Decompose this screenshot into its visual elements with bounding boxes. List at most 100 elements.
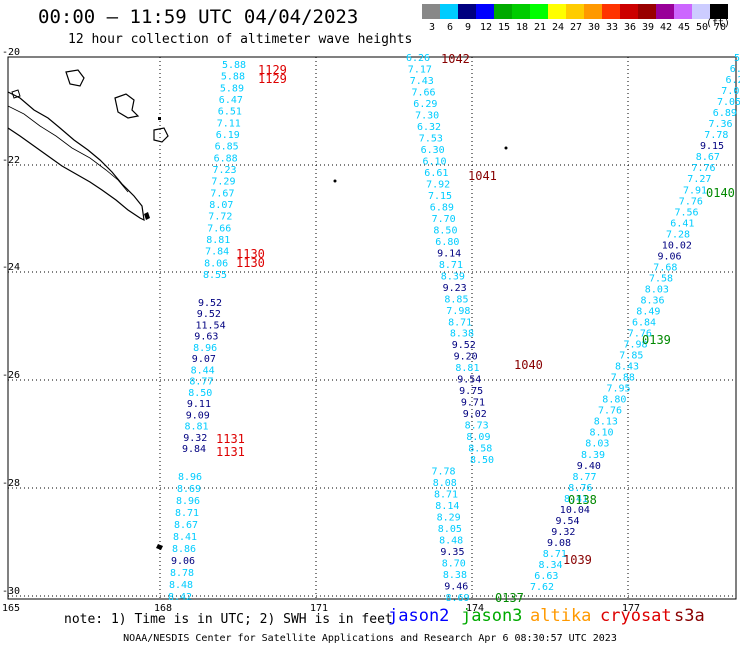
wave-height-value: 9.63 (194, 332, 218, 343)
legend-unit: (ft) (706, 18, 731, 29)
pass-number-label: 1039 (563, 553, 592, 567)
legend-label: 70 (713, 22, 727, 33)
wave-height-value: 7.76 (679, 196, 703, 207)
wave-height-value: 8.43 (615, 362, 639, 373)
wave-height-value: 7.85 (619, 351, 643, 362)
legend-swatch (584, 4, 602, 19)
wave-height-value: 8.50 (188, 388, 212, 399)
wave-height-value: 9.15 (700, 141, 724, 152)
wave-height-value: 8.49 (636, 307, 660, 318)
wave-height-value: 7.72 (208, 212, 232, 223)
wave-height-value: 8.77 (189, 377, 213, 388)
wave-height-value: 8.41 (173, 532, 197, 543)
wave-height-value: 8.86 (172, 544, 196, 555)
loyalty-island-lifou (114, 93, 140, 119)
footer-note: note: 1) Time is in UTC; 2) SWH is in fe… (64, 612, 393, 627)
wave-height-value: 9.06 (171, 556, 195, 567)
legend-swatch (458, 4, 476, 19)
wave-height-value: 6.26 (406, 53, 430, 64)
wave-height-value: 8.71 (543, 549, 567, 560)
wave-height-value: 7.00 (721, 86, 740, 97)
wave-height-value: 8.29 (437, 513, 461, 524)
wave-height-value: 8.58 (468, 444, 492, 455)
pass-number-label: 1131 (216, 432, 245, 446)
wave-height-value: 8.85 (444, 294, 468, 305)
wave-height-value: 9.52 (452, 340, 476, 351)
lat-label: -20 (2, 47, 20, 58)
legend-jason2: jason2 (388, 606, 450, 626)
legend-altika: altika (530, 606, 592, 626)
lon-label: 177 (622, 603, 640, 614)
wave-height-value: 8.70 (442, 559, 466, 570)
wave-height-value: 6.29 (413, 99, 437, 110)
wave-height-value: 9.08 (547, 538, 571, 549)
wave-height-value: 7.98 (624, 340, 648, 351)
map-frame (7, 56, 737, 600)
wave-height-value: 8.03 (585, 439, 609, 450)
wave-height-value: 6.88 (214, 153, 238, 164)
wave-height-value: 6.10 (423, 156, 447, 167)
wave-height-value: 7.17 (408, 65, 432, 76)
wave-height-value: 7.66 (412, 88, 436, 99)
wave-height-value: 8.96 (193, 343, 217, 354)
legend-label: 6 (446, 22, 454, 33)
legend-label: 24 (551, 22, 565, 33)
wave-height-value: 8.55 (203, 270, 227, 281)
pass-number-label: 1131 (216, 445, 245, 459)
lon-label: 165 (2, 603, 20, 614)
wave-height-value: 8.71 (448, 317, 472, 328)
wave-height-value: 7.05 (717, 97, 740, 108)
wave-height-value: 9.54 (556, 516, 580, 527)
wave-height-value: 9.54 (457, 375, 481, 386)
wave-height-value: 8.09 (466, 432, 490, 443)
pass-number-label: 1130 (236, 247, 265, 261)
reef-island-b (333, 179, 337, 183)
wave-height-value: 9.32 (183, 433, 207, 444)
legend-s3a: s3a (674, 606, 705, 626)
legend-label: 3 (428, 22, 436, 33)
wave-height-value: 8.38 (443, 570, 467, 581)
legend-swatch (422, 4, 440, 19)
wave-height-value: 9.40 (577, 461, 601, 472)
wave-height-value: 7.62 (530, 582, 554, 593)
wave-height-value: 7.78 (432, 467, 456, 478)
reef-island-a (158, 117, 161, 120)
pass-number-label: 1040 (514, 358, 543, 372)
wave-height-value: 7.23 (213, 165, 237, 176)
norfolk-island (156, 544, 163, 550)
wave-height-value: 6.47 (219, 95, 243, 106)
wave-height-value: 10.04 (560, 505, 590, 516)
legend-swatch (692, 4, 710, 19)
lon-label: 171 (310, 603, 328, 614)
wave-height-value: 5.1 (734, 53, 740, 64)
wave-height-value: 6.85 (215, 142, 239, 153)
wave-height-value: 9.35 (440, 547, 464, 558)
wave-height-value: 7.30 (415, 110, 439, 121)
wave-height-value: 8.14 (435, 501, 459, 512)
wave-height-value: 7.92 (426, 179, 450, 190)
wave-height-value: 8.69 (177, 484, 201, 495)
wave-height-value: 8.81 (185, 422, 209, 433)
wave-height-value: 7.88 (611, 373, 635, 384)
pass-number-label: 1041 (468, 169, 497, 183)
wave-height-value: 6.27 (726, 75, 740, 86)
legend-label: 27 (569, 22, 583, 33)
wave-height-value: 6.89 (430, 202, 454, 213)
wave-height-value: 9.23 (443, 283, 467, 294)
wave-height-value: 8.44 (191, 365, 215, 376)
wave-height-value: 7.98 (446, 306, 470, 317)
page-title: 00:00 – 11:59 UTC 04/04/2023 (38, 6, 359, 28)
wave-height-value: 8.48 (169, 580, 193, 591)
legend-label: 21 (533, 22, 547, 33)
wave-height-value: 8.38 (450, 329, 474, 340)
wave-height-value: 8.78 (170, 568, 194, 579)
wave-height-value: 9.07 (192, 354, 216, 365)
legend-swatch (440, 4, 458, 19)
legend-label: 30 (587, 22, 601, 33)
pass-number-label: 0138 (568, 493, 597, 507)
new-caledonia-coast (7, 91, 145, 222)
wave-height-value: 7.67 (210, 188, 234, 199)
wave-height-value: 8.67 (174, 520, 198, 531)
